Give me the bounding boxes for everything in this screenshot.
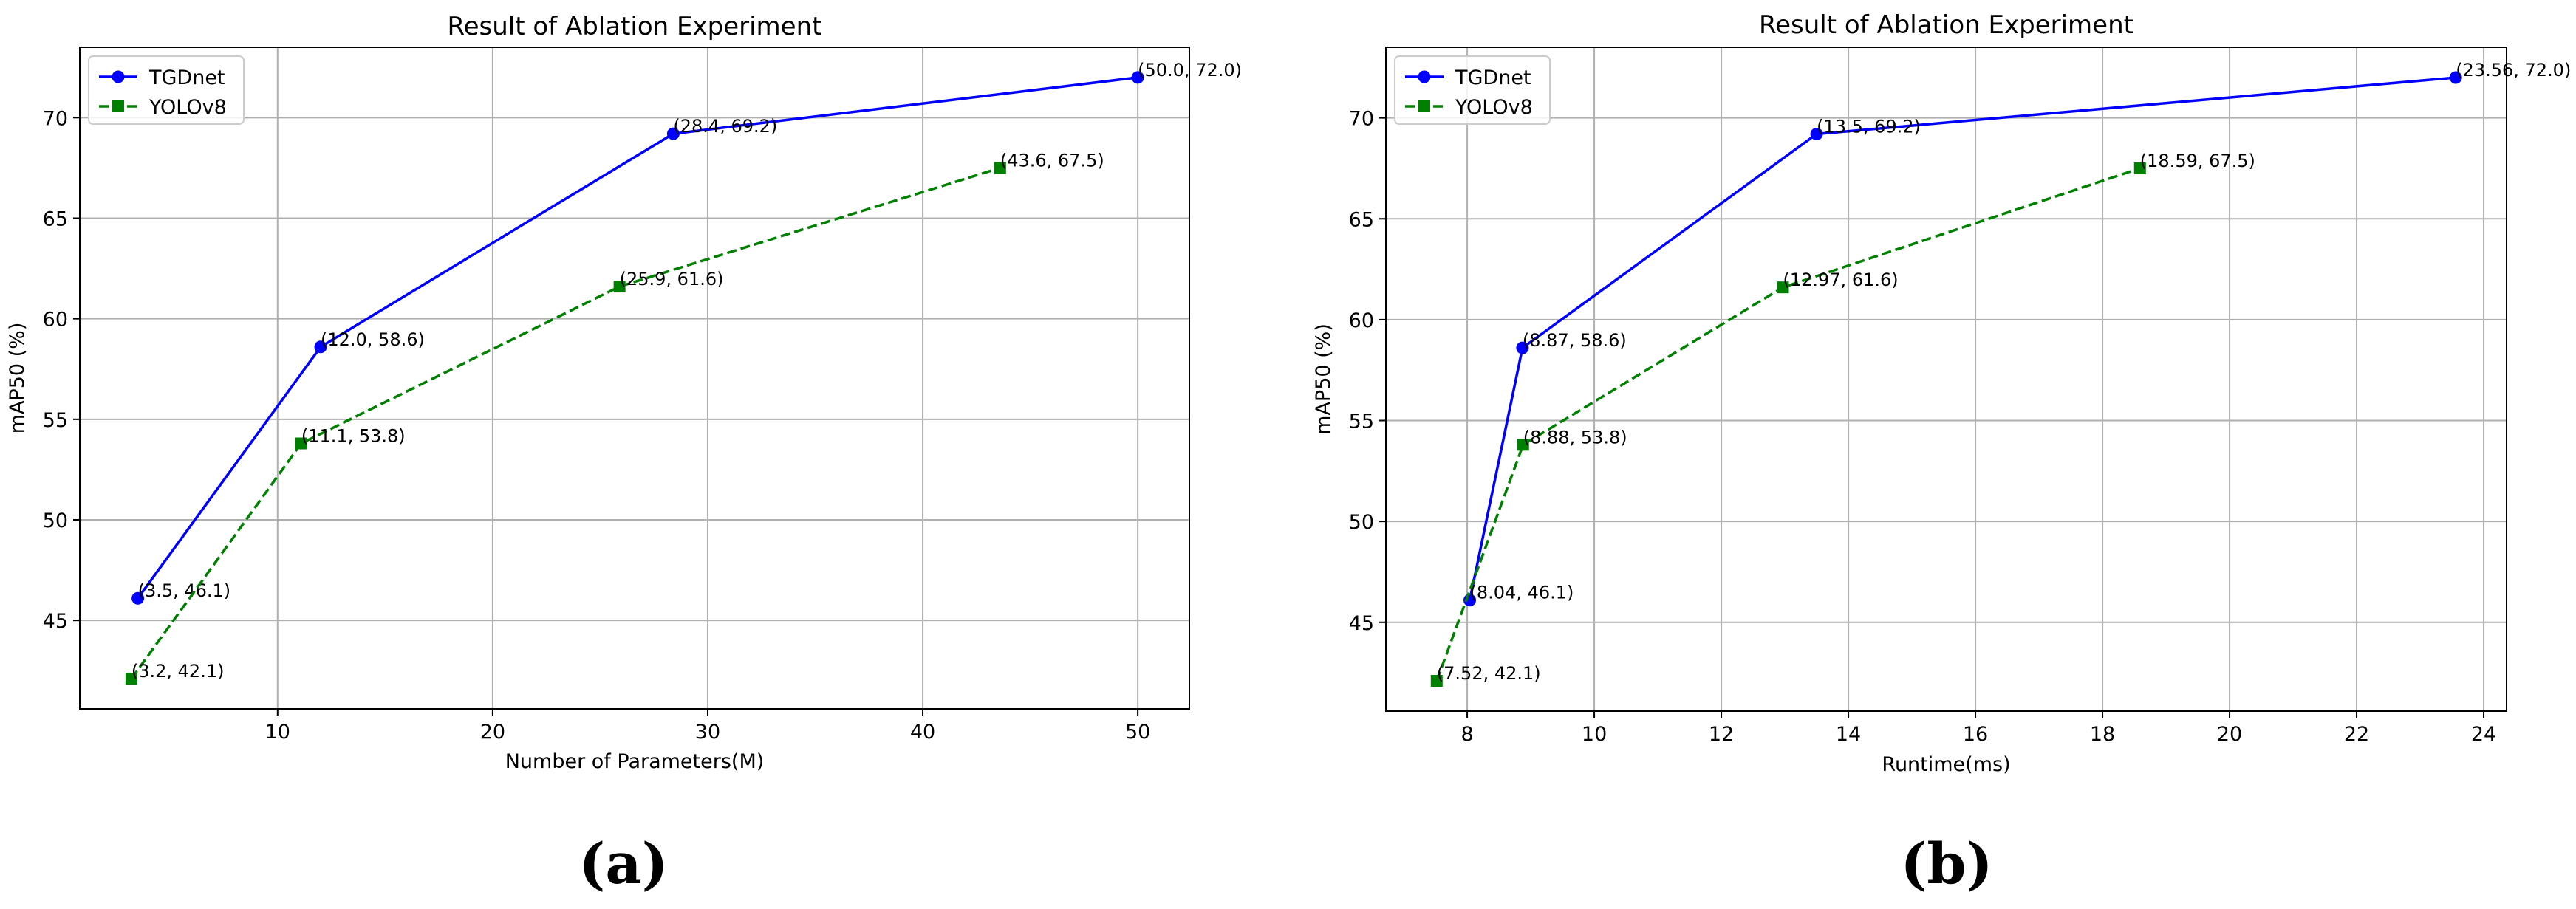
x-tick-label: 18 [2090, 723, 2115, 746]
y-axis-label: mAP50 (%) [1312, 323, 1335, 435]
x-tick-label: 14 [1836, 723, 1861, 746]
legend: TGDnet YOLOv8 [1394, 55, 1551, 125]
tgdnet-point [1516, 341, 1529, 354]
panel-caption: (a) [578, 831, 668, 896]
y-tick-label: 70 [1349, 108, 1374, 131]
x-tick-label: 22 [2344, 723, 2369, 746]
x-tick-label: 50 [1125, 721, 1150, 744]
x-tick-label: 10 [1582, 723, 1607, 746]
yolov8-data-label: (18.59, 67.5) [2140, 151, 2255, 171]
legend-marker-yolov8 [112, 100, 124, 112]
chart-panel-a: 10 20 30 40 50 45 50 55 60 65 70 Result of Ablation… [6, 12, 1242, 896]
legend: TGDnet YOLOv8 [88, 55, 245, 125]
y-tick-label: 65 [1349, 208, 1374, 231]
y-axis-label: mAP50 (%) [6, 323, 29, 434]
tgdnet-point [1810, 127, 1823, 140]
yolov8-data-label: (43.6, 67.5) [1000, 150, 1104, 171]
axes-frame [1385, 47, 2507, 712]
x-tick-label: 12 [1709, 723, 1734, 746]
yolov8-point [1517, 439, 1529, 451]
yolov8-point [613, 281, 626, 293]
legend-label-yolov8: YOLOv8 [148, 96, 227, 119]
tgdnet-point [314, 340, 327, 354]
tgdnet-data-label: (8.04, 46.1) [1470, 583, 1574, 603]
chart-title: Result of Ablation Experiment [1759, 10, 2133, 40]
yolov8-data-label: (8.88, 53.8) [1523, 427, 1627, 447]
y-tick-label: 55 [1349, 411, 1374, 433]
y-tick-label: 45 [43, 610, 68, 633]
y-tick-label: 50 [1349, 511, 1374, 534]
tgdnet-data-label: (50.0, 72.0) [1138, 60, 1242, 80]
yolov8-data-label: (11.1, 53.8) [301, 426, 406, 447]
legend-marker-tgdnet [112, 70, 125, 83]
x-tick-label: 40 [910, 721, 935, 744]
y-tick-label: 65 [43, 207, 68, 230]
y-tick-label: 55 [43, 409, 68, 432]
yolov8-point [1430, 675, 1443, 687]
tgdnet-data-label: (3.5, 46.1) [138, 580, 231, 601]
tgdnet-point [1131, 71, 1144, 84]
legend-label-tgdnet: TGDnet [148, 66, 225, 89]
y-tick-label: 45 [1349, 612, 1374, 635]
yolov8-point [994, 162, 1006, 174]
x-tick-label: 16 [1963, 723, 1988, 746]
panel-caption: (b) [1900, 831, 1992, 896]
yolov8-point [125, 673, 137, 685]
y-tick-label: 60 [43, 309, 68, 332]
tgdnet-data-label: (23.56, 72.0) [2456, 60, 2571, 80]
y-tick-label: 50 [43, 510, 68, 532]
tgdnet-data-label: (8.87, 58.6) [1523, 330, 1627, 351]
x-axis-label: Runtime(ms) [1882, 753, 2010, 776]
tgdnet-data-label: (13.5, 69.2) [1817, 116, 1921, 137]
chart-title: Result of Ablation Experiment [448, 12, 822, 41]
yolov8-data-label: (3.2, 42.1) [131, 661, 225, 682]
legend-marker-yolov8 [1418, 100, 1430, 112]
yolov8-data-label: (12.97, 61.6) [1783, 270, 1898, 290]
x-tick-label: 8 [1460, 723, 1473, 746]
yolov8-data-label: (25.9, 61.6) [620, 269, 724, 289]
yolov8-point [295, 437, 307, 450]
tgdnet-data-label: (12.0, 58.6) [321, 329, 425, 350]
x-tick-label: 10 [265, 721, 290, 744]
tgdnet-series-line [1468, 76, 2456, 601]
tgdnet-point [666, 127, 680, 140]
yolov8-series-line [130, 166, 1001, 680]
y-tick-label: 70 [43, 107, 68, 130]
chart-panel-b: 8 10 12 14 16 18 20 22 24 45 50 55 60 65 70 Result of A… [1312, 10, 2571, 896]
tgdnet-point [2449, 71, 2462, 84]
tgdnet-data-label: (28.4, 69.2) [673, 116, 777, 137]
y-tick-label: 60 [1349, 309, 1374, 332]
yolov8-point [1777, 281, 1789, 294]
tgdnet-series-line [137, 76, 1138, 600]
axes-frame [79, 47, 1190, 710]
legend-label-yolov8: YOLOv8 [1455, 96, 1533, 119]
yolov8-data-label: (7.52, 42.1) [1437, 663, 1541, 684]
x-tick-label: 20 [480, 721, 505, 744]
yolov8-point [2133, 162, 2146, 174]
x-tick-label: 30 [695, 721, 720, 744]
legend-label-tgdnet: TGDnet [1455, 66, 1531, 89]
x-tick-label: 20 [2217, 723, 2242, 746]
x-axis-label: Number of Parameters(M) [505, 750, 765, 773]
tgdnet-point [131, 591, 145, 605]
legend-marker-tgdnet [1418, 70, 1431, 83]
x-tick-label: 24 [2471, 723, 2496, 746]
